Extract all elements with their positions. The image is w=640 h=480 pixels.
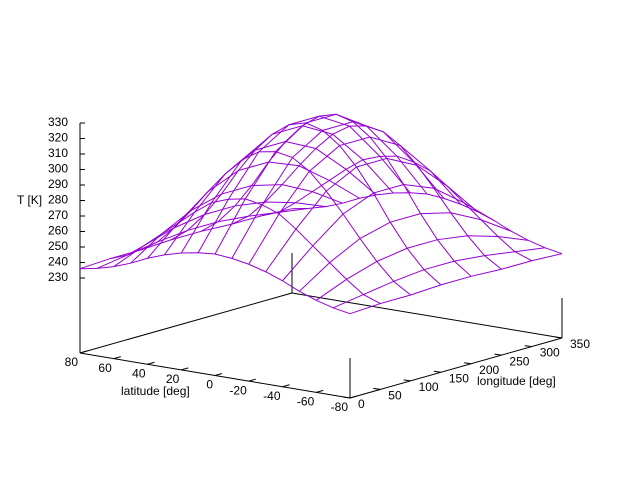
y-tick xyxy=(181,367,189,371)
y-tick xyxy=(79,350,88,354)
latitude-line xyxy=(248,136,462,265)
y-tick-label: 0 xyxy=(206,378,213,392)
x-tick-label: 200 xyxy=(479,363,499,377)
latitude-line xyxy=(265,157,478,273)
x-tick xyxy=(524,345,532,348)
latitude-line xyxy=(180,125,394,254)
y-tick-label: -20 xyxy=(229,383,247,397)
y-tick-label: -40 xyxy=(263,389,281,403)
latitude-line xyxy=(332,247,546,309)
latitude-line xyxy=(349,253,563,315)
y-tick-label: 60 xyxy=(98,361,112,375)
x-tick-label: 300 xyxy=(540,346,560,360)
x-tick-label: 150 xyxy=(449,371,469,385)
y-tick xyxy=(147,361,155,365)
x-tick-label: 100 xyxy=(419,380,439,394)
base-edge xyxy=(349,337,563,399)
longitude-line xyxy=(200,113,472,277)
x-tick xyxy=(342,396,351,399)
latitude-line xyxy=(299,212,512,292)
z-tick-label: 300 xyxy=(48,162,68,176)
base-edge xyxy=(79,292,293,354)
z-tick-label: 320 xyxy=(48,131,68,145)
y-tick-label: 80 xyxy=(65,355,79,369)
longitude-line xyxy=(291,192,563,255)
latitude-line xyxy=(282,183,495,282)
z-tick-label: 230 xyxy=(48,270,68,284)
x-tick xyxy=(494,353,502,356)
x-tick xyxy=(373,387,381,390)
base-edge xyxy=(291,292,563,339)
y-tick xyxy=(248,378,256,382)
z-tick-label: 240 xyxy=(48,255,68,269)
latitude-line xyxy=(147,161,360,259)
latitude-line xyxy=(163,141,377,256)
latitude-line xyxy=(113,201,326,267)
x-tick xyxy=(464,362,472,365)
x-tick xyxy=(433,370,441,373)
longitude-line xyxy=(170,122,442,286)
longitude-line xyxy=(261,155,532,262)
latitude-line xyxy=(197,115,411,253)
z-tick-label: 330 xyxy=(48,115,68,129)
x-tick-label: 50 xyxy=(388,389,402,403)
z-tick-label: 250 xyxy=(48,239,68,253)
y-tick-label: 40 xyxy=(132,366,146,380)
longitude-line xyxy=(231,125,502,270)
y-tick-label: -80 xyxy=(331,400,349,414)
y-tick xyxy=(349,395,358,399)
x-tick-label: 350 xyxy=(570,337,590,351)
longitude-line xyxy=(140,151,411,296)
x-tick xyxy=(403,379,411,382)
y-tick xyxy=(113,356,121,360)
z-tick-label: 310 xyxy=(48,146,68,160)
latitude-line xyxy=(315,235,529,301)
y-tick xyxy=(316,389,324,393)
y-axis-label: latitude [deg] xyxy=(121,384,190,398)
latitude-line xyxy=(130,184,343,264)
y-tick xyxy=(214,373,223,376)
x-tick xyxy=(554,336,563,339)
z-tick-label: 290 xyxy=(48,177,68,191)
longitude-line xyxy=(110,198,381,305)
x-tick-label: 0 xyxy=(358,397,365,411)
y-tick xyxy=(282,384,290,388)
x-tick-label: 250 xyxy=(509,354,529,368)
y-tick-label: -60 xyxy=(297,395,315,409)
z-tick-label: 270 xyxy=(48,208,68,222)
y-tick-label: 20 xyxy=(166,372,180,386)
longitude-line xyxy=(79,252,351,315)
z-tick-label: 260 xyxy=(48,224,68,238)
latitude-line xyxy=(231,121,445,259)
z-axis-label: T [K] xyxy=(17,193,42,207)
x-axis-label: longitude [deg] xyxy=(477,374,556,388)
z-tick-label: 280 xyxy=(48,193,68,207)
latitude-line xyxy=(214,113,428,255)
